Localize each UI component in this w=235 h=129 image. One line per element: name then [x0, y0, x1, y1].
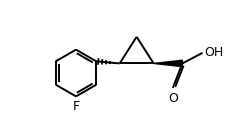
Text: OH: OH: [204, 46, 223, 59]
Text: O: O: [168, 92, 178, 105]
Text: F: F: [72, 100, 80, 113]
Polygon shape: [154, 60, 182, 67]
